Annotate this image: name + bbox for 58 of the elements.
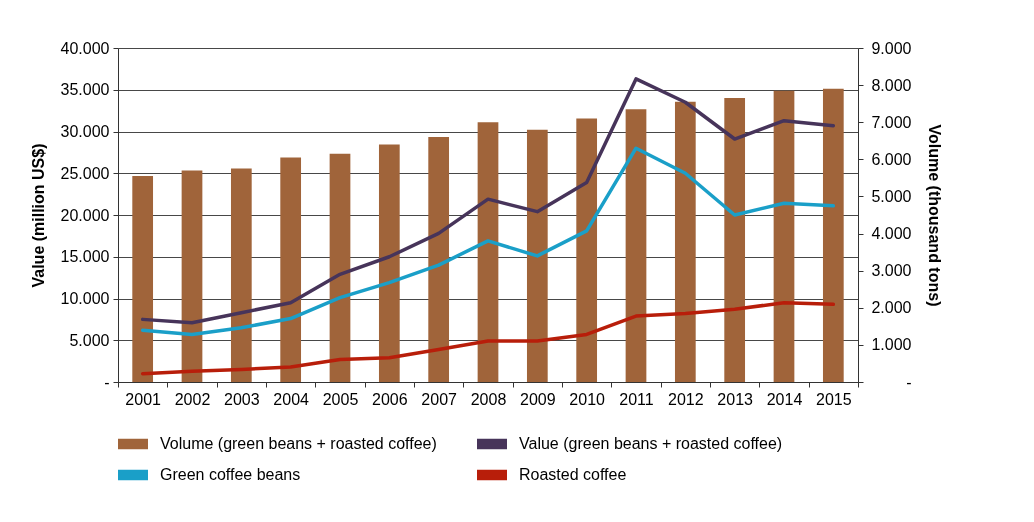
- bar: [230, 168, 252, 382]
- x-tick-label: 2009: [520, 390, 556, 408]
- y2-tick-label: 2.000: [871, 299, 912, 317]
- x-tick-label: 2006: [372, 390, 408, 408]
- y2-tick-label: -: [906, 373, 912, 391]
- bar: [132, 176, 154, 382]
- y-tick-label: 30.000: [60, 123, 110, 140]
- bar: [674, 101, 696, 382]
- bar: [378, 144, 400, 382]
- y-tick-label: -: [104, 373, 110, 391]
- bar: [477, 122, 499, 382]
- y2-tick-label: 3.000: [871, 262, 912, 280]
- bar: [576, 118, 598, 382]
- bar: [428, 137, 450, 382]
- bar: [329, 153, 351, 382]
- bar: [280, 157, 302, 382]
- bar: [773, 90, 795, 382]
- y2-tick-label: 4.000: [871, 225, 912, 243]
- x-tick-label: 2013: [717, 390, 754, 408]
- y-tick-label: 10.000: [60, 290, 110, 307]
- bar: [724, 98, 746, 382]
- y-tick-label: 35.000: [60, 81, 110, 99]
- y-tick-label: 15.000: [60, 248, 110, 266]
- bar: [822, 88, 844, 382]
- y2-tick-label: 8.000: [871, 76, 912, 94]
- x-tick-label: 2007: [421, 390, 458, 408]
- y2-tick-label: 6.000: [871, 150, 912, 168]
- bar: [526, 129, 548, 382]
- legend-label: Volume (green beans + roasted coffee): [160, 435, 437, 452]
- legend-label: Roasted coffee: [519, 466, 627, 483]
- y2-tick-label: 5.000: [871, 187, 912, 205]
- legend-label: Green coffee beans: [160, 466, 301, 483]
- y-tick-label: 40.000: [60, 39, 110, 57]
- legend-label: Value (green beans + roasted coffee): [519, 435, 783, 452]
- x-tick-label: 2001: [125, 390, 162, 408]
- x-tick-label: 2008: [470, 390, 507, 408]
- y2-tick-label: 1.000: [871, 336, 912, 354]
- line-series: [140, 77, 836, 325]
- y2-axis-title: Volume (thousand tons): [925, 124, 943, 307]
- x-tick-label: 2005: [322, 390, 359, 408]
- y-tick-label: 20.000: [60, 206, 110, 224]
- y2-tick-label: 7.000: [871, 113, 912, 131]
- x-tick-label: 2010: [569, 390, 606, 408]
- y2-tick-label: 9.000: [871, 39, 912, 57]
- x-tick-label: 2011: [619, 390, 654, 408]
- bar: [181, 170, 203, 382]
- line-series: [140, 146, 836, 337]
- x-tick-label: 2015: [816, 390, 852, 408]
- x-tick-label: 2003: [224, 390, 260, 408]
- x-tick-label: 2004: [273, 390, 310, 408]
- line-series: [140, 300, 836, 376]
- y-axis-title: Value (million US$): [29, 143, 47, 288]
- bar: [625, 109, 647, 382]
- x-tick-label: 2014: [766, 390, 803, 408]
- y-tick-label: 5.000: [69, 331, 110, 349]
- y-tick-label: 25.000: [60, 164, 110, 182]
- x-tick-label: 2012: [668, 390, 704, 408]
- x-tick-label: 2002: [174, 390, 211, 408]
